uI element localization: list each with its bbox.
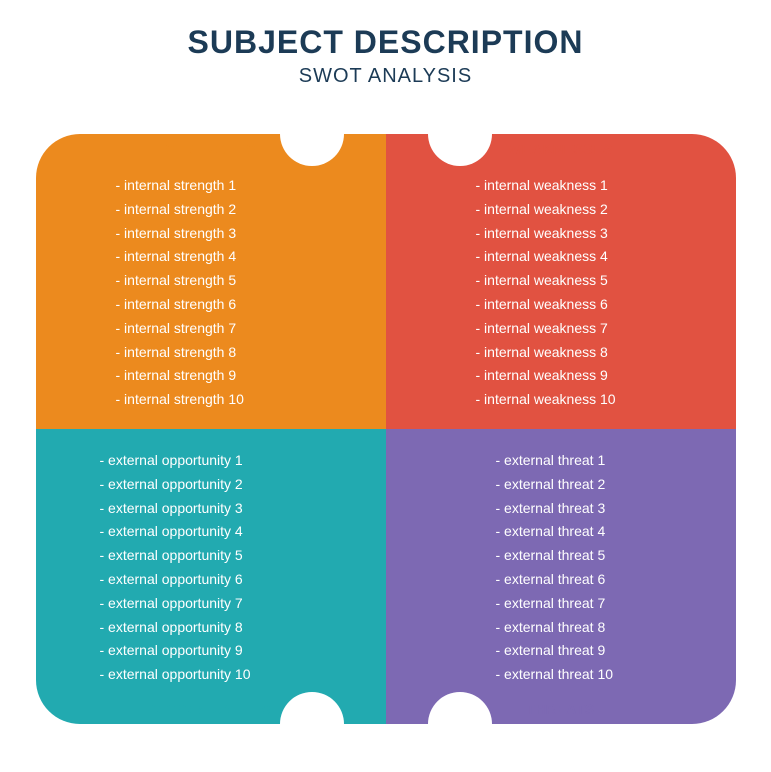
quadrant-label-threats: THREATS bbox=[461, 701, 661, 717]
list-item: - external threat 6 bbox=[496, 568, 696, 592]
list-item: - external opportunity 10 bbox=[100, 663, 346, 687]
list-item: - internal strength 9 bbox=[116, 364, 346, 388]
list-item: - external threat 7 bbox=[496, 592, 696, 616]
list-item: - external opportunity 9 bbox=[100, 639, 346, 663]
list-item: - external threat 4 bbox=[496, 520, 696, 544]
quadrant-opportunities: OPPORTUNITIES - external opportunity 1- … bbox=[36, 429, 386, 724]
list-item: - external threat 2 bbox=[496, 473, 696, 497]
items-list-weaknesses: - internal weakness 1- internal weakness… bbox=[386, 174, 736, 412]
quadrant-strengths: STRENGTHS - internal strength 1- interna… bbox=[36, 134, 386, 429]
items-list-opportunities: - external opportunity 1- external oppor… bbox=[36, 449, 386, 687]
quadrant-weaknesses: WEAKNESSES - internal weakness 1- intern… bbox=[386, 134, 736, 429]
page-subtitle: SWOT ANALYSIS bbox=[0, 65, 771, 88]
list-item: - external threat 1 bbox=[496, 449, 696, 473]
list-item: - internal strength 10 bbox=[116, 388, 346, 412]
list-item: - internal weakness 3 bbox=[476, 222, 696, 246]
list-item: - external threat 10 bbox=[496, 663, 696, 687]
list-item: - internal weakness 10 bbox=[476, 388, 696, 412]
quadrant-label-strengths: STRENGTHS bbox=[111, 141, 311, 157]
list-item: - external threat 9 bbox=[496, 639, 696, 663]
list-item: - external opportunity 5 bbox=[100, 544, 346, 568]
list-item: - external threat 3 bbox=[496, 497, 696, 521]
list-item: - external threat 8 bbox=[496, 616, 696, 640]
list-item: - external opportunity 7 bbox=[100, 592, 346, 616]
list-item: - internal weakness 1 bbox=[476, 174, 696, 198]
list-item: - internal strength 8 bbox=[116, 341, 346, 365]
list-item: - internal weakness 5 bbox=[476, 269, 696, 293]
list-item: - external opportunity 4 bbox=[100, 520, 346, 544]
list-item: - external threat 5 bbox=[496, 544, 696, 568]
items-list-threats: - external threat 1- external threat 2- … bbox=[386, 449, 736, 687]
quadrant-threats: THREATS - external threat 1- external th… bbox=[386, 429, 736, 724]
list-item: - internal weakness 2 bbox=[476, 198, 696, 222]
swot-grid: STRENGTHS - internal strength 1- interna… bbox=[36, 134, 736, 724]
list-item: - external opportunity 6 bbox=[100, 568, 346, 592]
list-item: - internal weakness 9 bbox=[476, 364, 696, 388]
list-item: - internal weakness 4 bbox=[476, 245, 696, 269]
list-item: - external opportunity 1 bbox=[100, 449, 346, 473]
page-title: SUBJECT DESCRIPTION bbox=[0, 24, 771, 61]
list-item: - internal strength 1 bbox=[116, 174, 346, 198]
list-item: - internal weakness 7 bbox=[476, 317, 696, 341]
list-item: - external opportunity 2 bbox=[100, 473, 346, 497]
quadrant-label-weaknesses: WEAKNESSES bbox=[461, 141, 661, 157]
list-item: - internal strength 5 bbox=[116, 269, 346, 293]
quadrant-label-opportunities: OPPORTUNITIES bbox=[111, 701, 311, 717]
list-item: - external opportunity 8 bbox=[100, 616, 346, 640]
list-item: - internal strength 2 bbox=[116, 198, 346, 222]
list-item: - internal strength 4 bbox=[116, 245, 346, 269]
list-item: - internal weakness 8 bbox=[476, 341, 696, 365]
list-item: - internal strength 3 bbox=[116, 222, 346, 246]
list-item: - internal weakness 6 bbox=[476, 293, 696, 317]
list-item: - external opportunity 3 bbox=[100, 497, 346, 521]
list-item: - internal strength 7 bbox=[116, 317, 346, 341]
list-item: - internal strength 6 bbox=[116, 293, 346, 317]
items-list-strengths: - internal strength 1- internal strength… bbox=[36, 174, 386, 412]
header: SUBJECT DESCRIPTION SWOT ANALYSIS bbox=[0, 0, 771, 108]
